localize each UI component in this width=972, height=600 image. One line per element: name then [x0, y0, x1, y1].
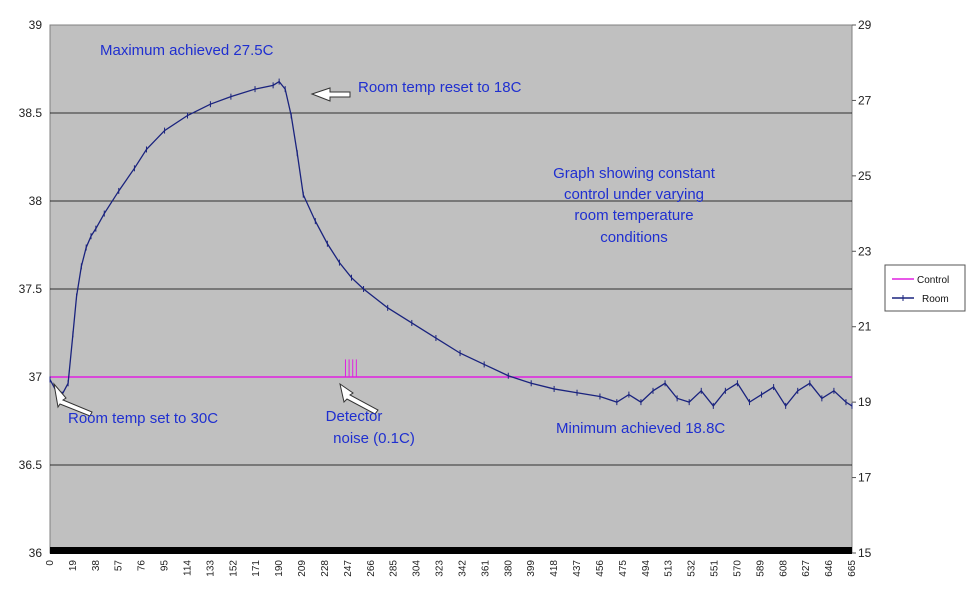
- x-tick-label: 399: [526, 560, 537, 577]
- x-tick-label: 513: [664, 560, 675, 577]
- x-tick-label: 266: [366, 560, 377, 577]
- right-tick-label: 21: [858, 320, 872, 334]
- left-tick-label: 39: [29, 18, 43, 32]
- x-tick-label: 38: [91, 560, 102, 572]
- annotation-noise-2: noise (0.1C): [333, 430, 415, 447]
- left-tick-label: 38.5: [19, 106, 43, 120]
- x-tick-label: 494: [641, 560, 652, 577]
- x-tick-label: 19: [68, 560, 79, 572]
- x-tick-label: 646: [824, 560, 835, 577]
- right-tick-label: 19: [858, 395, 872, 409]
- series-control: [50, 359, 852, 378]
- x-axis: 0 19 38 57 76 95 114 133 152 171 190 209 228 247 266 28…: [45, 560, 858, 577]
- annotation-maximum: Maximum achieved 27.5C: [100, 42, 274, 59]
- right-tick-label: 27: [858, 93, 872, 107]
- right-tick-label: 29: [858, 18, 872, 32]
- x-tick-label: 418: [549, 560, 560, 577]
- annotation-desc-1: Graph showing constant: [553, 165, 716, 182]
- annotation-reset: Room temp reset to 18C: [358, 79, 522, 96]
- left-tick-label: 36: [29, 546, 43, 560]
- right-tick-label: 15: [858, 546, 872, 560]
- x-tick-label: 380: [503, 560, 514, 577]
- x-tick-label: 570: [732, 560, 743, 577]
- legend-control-label: Control: [917, 275, 949, 286]
- left-tick-label: 37.5: [19, 282, 43, 296]
- legend: Control Room: [884, 264, 966, 312]
- x-tick-label: 152: [228, 560, 239, 577]
- x-tick-label: 475: [618, 560, 629, 577]
- annotation-desc-3: room temperature: [574, 207, 693, 224]
- x-tick-label: 285: [389, 560, 400, 577]
- x-tick-label: 608: [778, 560, 789, 577]
- annotation-minimum: Minimum achieved 18.8C: [556, 420, 725, 437]
- legend-room-label: Room: [922, 294, 949, 305]
- annotation-arrows: [53, 87, 379, 417]
- x-tick-label: 437: [572, 560, 583, 577]
- x-tick-label: 171: [251, 560, 262, 577]
- x-tick-label: 342: [457, 560, 468, 577]
- x-tick-label: 456: [595, 560, 606, 577]
- x-tick-label: 665: [847, 560, 858, 577]
- x-tick-label: 247: [343, 560, 354, 577]
- right-axis: 15 17 19 21 23 25 27 29: [852, 18, 872, 560]
- x-tick-label: 551: [710, 560, 721, 577]
- x-tick-label: 57: [114, 560, 125, 572]
- x-tick-label: 532: [687, 560, 698, 577]
- arrow-reset: [310, 87, 351, 102]
- right-tick-label: 25: [858, 169, 872, 183]
- x-tick-label: 76: [137, 560, 148, 572]
- series-room: [49, 78, 853, 409]
- x-tick-label: 589: [755, 560, 766, 577]
- left-tick-label: 38: [29, 194, 43, 208]
- x-tick-label: 209: [297, 560, 308, 577]
- annotation-desc-2: control under varying: [564, 186, 704, 203]
- right-tick-label: 23: [858, 244, 872, 258]
- x-tick-label: 361: [480, 560, 491, 577]
- x-tick-label: 95: [160, 560, 171, 572]
- x-axis-band: [50, 547, 852, 554]
- x-tick-label: 114: [182, 560, 193, 576]
- annotation-desc-4: conditions: [600, 229, 668, 246]
- legend-box: [884, 264, 966, 312]
- x-tick-label: 323: [435, 560, 446, 577]
- right-tick-label: 17: [858, 471, 872, 485]
- x-tick-label: 627: [801, 560, 812, 577]
- left-tick-label: 37: [29, 370, 43, 384]
- left-tick-label: 36.5: [19, 458, 43, 472]
- arrow-set: [53, 382, 93, 417]
- annotation-noise-1: Detector: [326, 408, 383, 425]
- annotation-set: Room temp set to 30C: [68, 410, 218, 427]
- x-tick-label: 228: [320, 560, 331, 577]
- x-tick-label: 304: [412, 560, 423, 577]
- arrow-noise: [339, 382, 379, 415]
- x-tick-label: 0: [45, 560, 56, 566]
- left-axis: 36 36.5 37 37.5 38 38.5 39: [19, 18, 43, 560]
- x-tick-label: 190: [274, 560, 285, 577]
- x-tick-label: 133: [205, 560, 216, 577]
